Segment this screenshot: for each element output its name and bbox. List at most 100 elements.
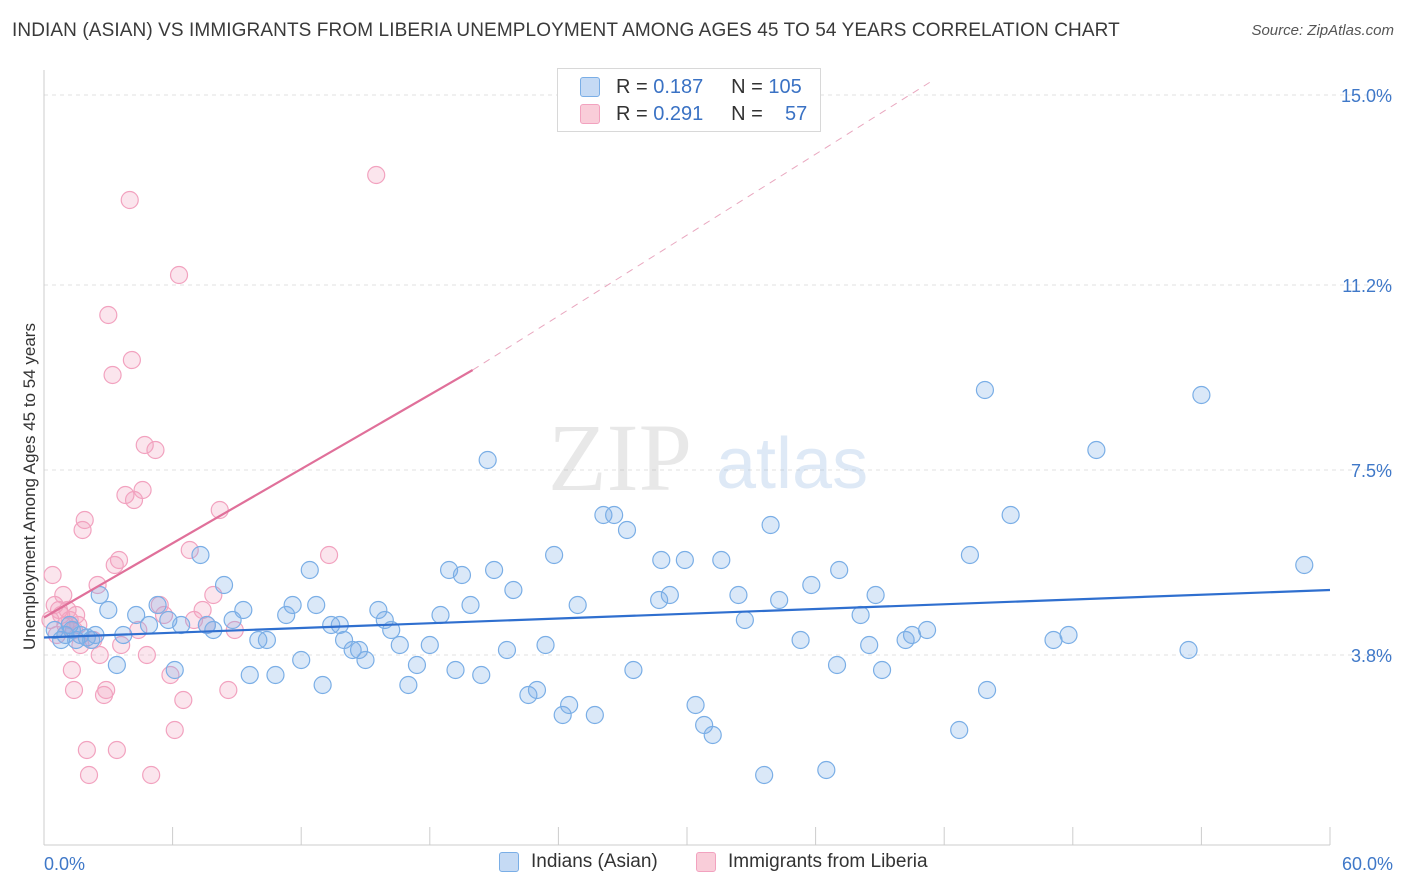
liberia-point xyxy=(120,190,139,210)
y-axis-label-wrap: Unemployment Among Ages 45 to 54 years xyxy=(20,323,40,670)
trend-lines xyxy=(43,79,1331,639)
indian-point xyxy=(830,560,849,580)
indian-point xyxy=(560,695,579,715)
indian-point xyxy=(62,620,81,640)
indian-point xyxy=(257,630,277,650)
legend-stats-liberia: R = 0.291 N = 57 xyxy=(616,102,808,125)
x-tick-label-max: 60.0% xyxy=(1342,854,1393,874)
indian-point xyxy=(307,595,326,615)
indian-point xyxy=(519,685,538,705)
liberia-point xyxy=(62,660,81,680)
indian-point xyxy=(545,545,564,565)
indian-point xyxy=(472,665,491,685)
indian-point xyxy=(300,560,319,580)
tick-labels: 3.8% 7.5% 11.2% 15.0% 0.0% 60.0% xyxy=(44,86,1393,874)
liberia-point xyxy=(319,545,339,565)
liberia-point xyxy=(107,740,126,760)
indian-point xyxy=(761,515,780,535)
legend-item-indians: Indians (Asian) xyxy=(499,851,658,873)
indian-point xyxy=(99,600,118,620)
indian-point xyxy=(390,635,409,655)
indian-point xyxy=(866,585,885,605)
indian-point xyxy=(735,610,754,630)
indian-point xyxy=(1295,555,1314,575)
pink-swatch xyxy=(696,852,716,872)
indian-point xyxy=(860,635,879,655)
legend-label-indians: Indians (Asian) xyxy=(531,851,658,872)
indian-point xyxy=(266,665,285,685)
liberia-point xyxy=(116,485,135,505)
indian-point xyxy=(851,605,870,625)
liberia-point xyxy=(54,585,73,605)
liberia-point xyxy=(90,645,109,665)
indian-point xyxy=(802,575,821,595)
indian-points xyxy=(45,380,1314,785)
liberia-point xyxy=(180,540,199,560)
indian-point xyxy=(568,595,587,615)
indian-point xyxy=(148,595,167,615)
indian-point xyxy=(277,605,296,625)
liberia-point xyxy=(137,645,156,665)
indian-point xyxy=(240,665,259,685)
liberia-point xyxy=(133,480,152,500)
indian-point xyxy=(452,565,472,585)
legend-item-liberia: Immigrants from Liberia xyxy=(696,851,928,873)
indian-point xyxy=(283,595,302,615)
indian-point xyxy=(594,505,613,525)
legend-row-liberia: R = 0.291 N = 57 xyxy=(580,101,807,127)
indian-point xyxy=(1087,440,1106,460)
indian-point xyxy=(343,640,362,660)
indian-point xyxy=(139,615,159,635)
indian-point xyxy=(527,680,547,700)
indian-point xyxy=(330,615,349,635)
indian-point xyxy=(605,505,624,525)
indian-point xyxy=(407,655,427,675)
watermark-atlas: atlas xyxy=(716,424,868,504)
indian-point xyxy=(165,660,184,680)
indian-point xyxy=(755,765,774,785)
chart-title: INDIAN (ASIAN) VS IMMIGRANTS FROM LIBERI… xyxy=(12,20,1120,41)
indian-point xyxy=(1192,385,1211,405)
watermark-zip: ZIP xyxy=(548,404,692,511)
indian-point xyxy=(234,600,253,620)
indian-point xyxy=(872,660,892,680)
liberia-point xyxy=(193,600,212,620)
indian-point xyxy=(461,595,480,615)
indian-point xyxy=(214,575,234,595)
indian-point xyxy=(975,380,995,400)
indian-point xyxy=(675,550,694,570)
liberia-point xyxy=(77,740,96,760)
indian-point xyxy=(652,550,671,570)
liberia-point xyxy=(142,765,161,785)
indian-point xyxy=(770,590,789,610)
indian-point xyxy=(791,630,810,650)
indian-point xyxy=(497,640,517,660)
indian-trend-line xyxy=(43,588,1331,639)
legend-label-liberia: Immigrants from Liberia xyxy=(728,851,928,872)
liberia-point xyxy=(109,550,129,570)
indian-point xyxy=(817,760,836,780)
liberia-point xyxy=(99,305,118,325)
indian-point xyxy=(369,600,388,620)
indian-point xyxy=(1001,505,1020,525)
liberia-trend-line xyxy=(43,369,474,619)
liberia-point xyxy=(103,365,122,385)
liberia-point xyxy=(43,565,62,585)
indian-point xyxy=(703,725,722,745)
indian-point xyxy=(191,545,210,565)
indian-point xyxy=(729,585,748,605)
pink-swatch xyxy=(580,104,600,124)
indian-point xyxy=(420,635,439,655)
indian-point xyxy=(712,550,731,570)
liberia-point xyxy=(146,440,165,460)
legend-row-indians: R = 0.187 N = 105 xyxy=(580,74,802,100)
indian-point xyxy=(660,585,679,605)
indian-point xyxy=(1179,640,1198,660)
liberia-point xyxy=(97,680,116,700)
indian-point xyxy=(650,590,669,610)
blue-swatch xyxy=(499,852,519,872)
indian-point xyxy=(313,675,332,695)
liberia-point xyxy=(75,510,94,530)
gridlines xyxy=(44,94,1392,656)
